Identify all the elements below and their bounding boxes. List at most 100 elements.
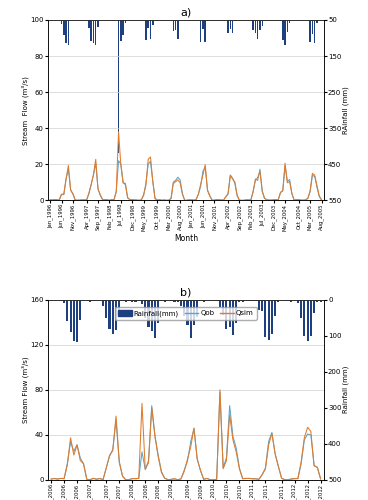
Bar: [109, 300, 111, 330]
Bar: [105, 300, 107, 318]
Bar: [92, 300, 94, 301]
Bar: [136, 2, 138, 4]
Bar: [291, 2, 293, 4]
Bar: [307, 2, 309, 18]
Bar: [160, 300, 163, 302]
Bar: [134, 300, 137, 302]
Bar: [66, 2, 67, 43]
Bar: [242, 300, 244, 302]
Bar: [252, 2, 254, 29]
Bar: [310, 300, 312, 336]
Y-axis label: RAinfall (mm): RAinfall (mm): [343, 86, 349, 134]
Bar: [70, 2, 71, 20]
Bar: [258, 300, 260, 310]
Bar: [141, 2, 142, 7]
Bar: [88, 2, 90, 28]
Bar: [274, 300, 276, 316]
Bar: [298, 2, 300, 4]
Bar: [106, 2, 108, 4]
Bar: [161, 2, 163, 3]
Bar: [177, 2, 178, 39]
Bar: [118, 300, 120, 317]
Bar: [113, 2, 115, 8]
Bar: [312, 2, 313, 34]
Bar: [238, 300, 240, 302]
Bar: [54, 2, 56, 4]
Bar: [200, 2, 201, 42]
Bar: [179, 2, 181, 18]
Bar: [232, 300, 234, 336]
Bar: [198, 2, 199, 20]
Bar: [115, 300, 117, 330]
Bar: [77, 2, 78, 4]
Bar: [112, 300, 114, 334]
Bar: [49, 2, 51, 4]
Bar: [287, 300, 289, 301]
Bar: [118, 2, 119, 154]
Bar: [280, 2, 281, 18]
Bar: [97, 2, 99, 27]
Bar: [250, 2, 252, 9]
Bar: [319, 300, 322, 302]
Bar: [180, 300, 182, 306]
Bar: [170, 2, 172, 14]
Bar: [209, 2, 210, 5]
Bar: [157, 300, 159, 322]
Bar: [235, 300, 237, 323]
Bar: [321, 2, 322, 4]
Bar: [73, 300, 75, 341]
Bar: [123, 2, 124, 35]
Bar: [248, 300, 250, 302]
Bar: [102, 300, 104, 306]
Bar: [116, 2, 117, 21]
Bar: [316, 300, 318, 302]
Bar: [95, 300, 98, 301]
Bar: [307, 300, 309, 341]
Bar: [264, 2, 265, 3]
Bar: [148, 2, 149, 29]
Bar: [150, 2, 151, 39]
Bar: [145, 2, 147, 40]
Bar: [86, 2, 87, 4]
Legend: Rainfall(mm), Qob, Qsim: Rainfall(mm), Qob, Qsim: [115, 307, 256, 320]
Bar: [190, 300, 192, 338]
Bar: [255, 300, 257, 302]
Bar: [154, 300, 156, 338]
Bar: [100, 2, 101, 4]
Bar: [195, 2, 197, 6]
Bar: [168, 2, 170, 12]
Bar: [277, 2, 279, 10]
Bar: [232, 2, 233, 33]
Bar: [143, 2, 144, 21]
Bar: [205, 2, 206, 42]
Bar: [60, 300, 62, 301]
Bar: [297, 300, 299, 304]
Bar: [199, 300, 202, 301]
Bar: [159, 2, 160, 3]
Bar: [125, 2, 126, 23]
Bar: [305, 2, 306, 10]
Bar: [193, 300, 195, 325]
Bar: [79, 2, 81, 4]
Bar: [290, 300, 293, 302]
Bar: [131, 2, 133, 4]
Bar: [89, 300, 91, 302]
Bar: [300, 2, 302, 4]
Bar: [207, 2, 208, 14]
Bar: [175, 2, 176, 30]
Bar: [66, 300, 68, 322]
Bar: [319, 2, 320, 4]
Bar: [102, 2, 103, 4]
Bar: [76, 300, 78, 343]
Bar: [134, 2, 135, 4]
Bar: [316, 2, 318, 24]
Bar: [234, 2, 236, 21]
Bar: [313, 300, 315, 313]
Bar: [293, 2, 295, 4]
Title: b): b): [180, 288, 191, 298]
Bar: [261, 300, 263, 310]
Bar: [257, 2, 258, 40]
Bar: [151, 300, 153, 331]
Bar: [95, 2, 96, 45]
Bar: [259, 2, 261, 29]
